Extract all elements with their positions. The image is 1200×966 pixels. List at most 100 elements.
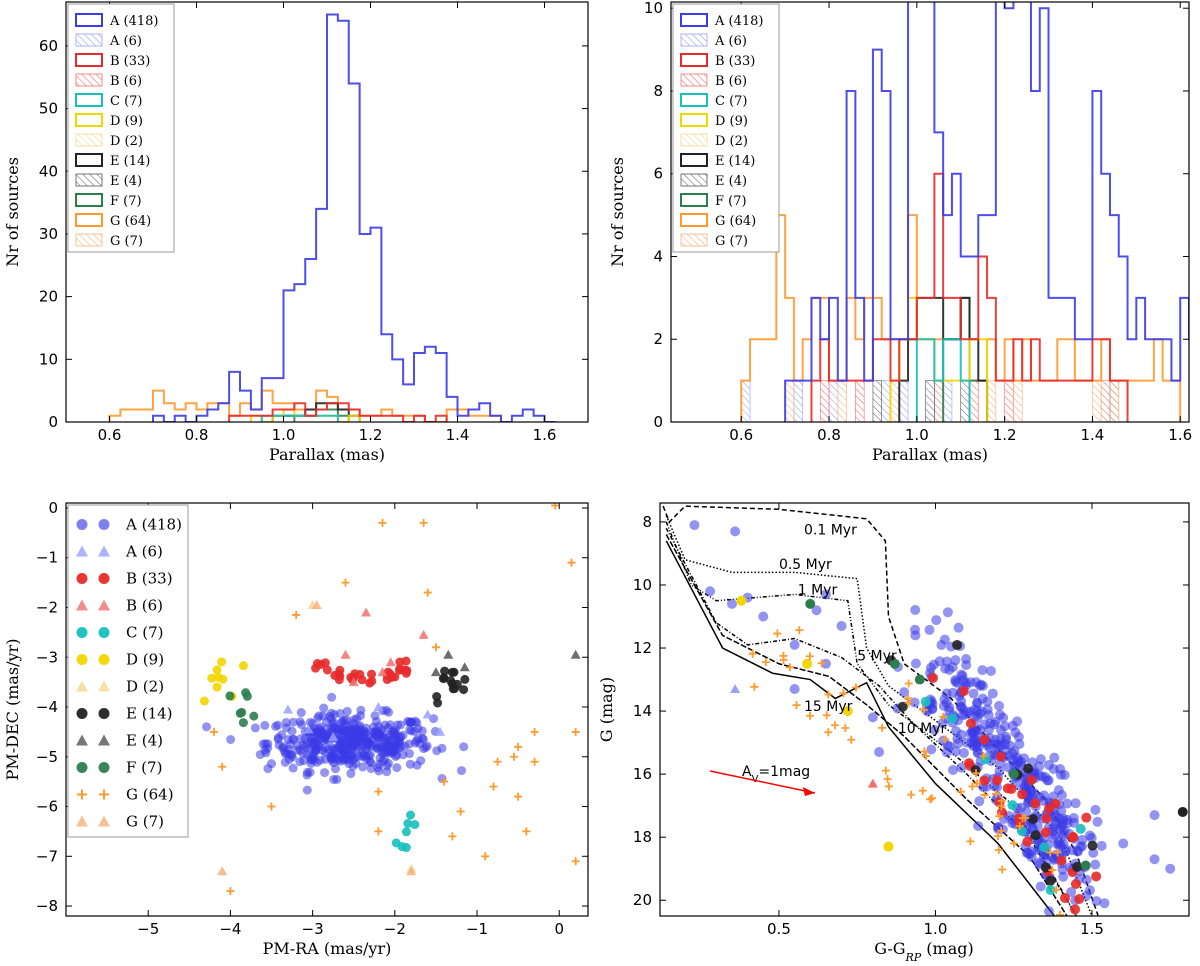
scatter-plus-G: [489, 782, 498, 791]
scatter-point-A: [358, 762, 368, 772]
cmd-point-C: [1075, 823, 1086, 834]
legend-marker-circle: [98, 627, 110, 638]
extinction-vector-label: AV=1mag: [742, 764, 810, 785]
cmd-point-A: [962, 707, 973, 718]
extinction-arrow-line: [709, 770, 816, 794]
y-tick-label: 0: [48, 413, 58, 431]
cmd-plus-G: [1015, 822, 1024, 831]
scatter-point-A: [437, 743, 447, 753]
scatter-plus-G: [571, 857, 580, 866]
scatter-point-A: [296, 720, 306, 730]
cmd-point-A: [1084, 885, 1095, 896]
scatter-plus-G: [514, 742, 523, 751]
y-axis-label: Nr of sources: [608, 157, 627, 267]
cmd-plus-G: [785, 663, 794, 672]
hatched-bar: [960, 380, 970, 422]
x-tick-label: 1.0: [924, 920, 948, 938]
scatter-point-C: [406, 810, 416, 820]
cmd-plus-G: [994, 846, 1003, 854]
scatter-point-E: [449, 667, 459, 677]
legend-swatch: [680, 13, 708, 27]
hatched-bar: [784, 380, 795, 422]
scatter-point-D: [238, 661, 248, 671]
cmd-point-A: [961, 677, 972, 688]
cmd-point-A: [1024, 849, 1035, 860]
cmd-point-A: [1014, 739, 1025, 750]
cmd-plus-G: [904, 679, 913, 688]
y-tick-label: 0: [48, 499, 58, 517]
scatter-point-A: [320, 768, 330, 778]
scatter-point-B: [357, 675, 367, 685]
cmd-plus-G: [851, 683, 860, 692]
cmd-point-B: [1050, 798, 1061, 809]
cmd-point-A: [789, 639, 800, 650]
scatter-point-D: [199, 696, 209, 706]
cmd-point-B: [979, 775, 990, 786]
legend-label: B (33): [126, 570, 173, 588]
y-tick-label: −2: [36, 598, 58, 616]
cmd-point-A: [867, 712, 878, 723]
x-axis-label: PM-RA (mas/yr): [263, 939, 392, 958]
scatter-point-A: [372, 743, 382, 753]
legend-swatch-hatched: [680, 73, 708, 87]
legend-swatch-hatched: [680, 33, 708, 47]
scatter-point-B: [401, 656, 411, 666]
cmd-point-B: [979, 734, 990, 745]
legend-swatch: [680, 53, 708, 67]
legend-swatch: [680, 193, 708, 207]
y-tick-label: −4: [36, 698, 58, 716]
scatter-triangle: [459, 662, 470, 672]
scatter-plus-G: [530, 757, 539, 766]
cmd-plus-G: [883, 775, 892, 784]
cmd-plus-G: [1056, 910, 1064, 916]
scatter-point-A: [226, 735, 236, 745]
scatter-point-A: [281, 717, 291, 727]
scatter-plus-G: [571, 727, 580, 736]
cmd-point-A: [1048, 764, 1059, 775]
cmd-plus-G: [779, 656, 788, 665]
hatched-bar: [881, 380, 891, 422]
hatched-bar: [855, 380, 865, 422]
legend-label: D (9): [126, 651, 164, 669]
legend-marker-triangle: [98, 734, 110, 746]
cmd-plus-G: [805, 652, 814, 661]
cmd-point-A: [1165, 863, 1176, 874]
x-tick-label: −5: [137, 920, 159, 938]
cmd-plus-G: [1053, 848, 1062, 857]
legend-marker-circle: [76, 573, 88, 584]
cmd-point-A: [1081, 874, 1092, 885]
scatter-point-A: [363, 731, 373, 741]
cmd-point-B: [1040, 827, 1051, 838]
scatter-plus-G: [567, 558, 576, 567]
cmd-plus-G: [1021, 814, 1030, 823]
cmd-point-A: [925, 662, 936, 673]
cmd-point-A: [940, 663, 951, 674]
scatter-point-A: [326, 754, 336, 764]
legend-swatch-hatched: [75, 173, 103, 187]
cmd-point-A: [948, 764, 959, 775]
legend-marker-circle: [76, 762, 88, 773]
legend-label: A (418): [714, 14, 763, 29]
scatter-point-A: [373, 763, 383, 773]
scatter-point-E: [432, 692, 442, 702]
cmd-point-A: [1034, 761, 1045, 772]
cmd-point-A: [820, 589, 831, 600]
x-tick-label: 0.8: [817, 426, 841, 444]
scatter-point-E: [438, 674, 448, 684]
x-tick-label: −4: [219, 920, 241, 938]
scatter-point-F: [238, 718, 248, 728]
cmd-plus-G: [973, 779, 982, 788]
cmd-point-A: [951, 726, 962, 737]
scatter-point-A: [308, 738, 318, 748]
cmd-plus-G: [795, 626, 804, 635]
scatter-point-A: [403, 716, 413, 726]
y-tick-label: 14: [633, 702, 652, 720]
cmd-plus-G: [841, 723, 850, 732]
cmd-point-E: [1177, 806, 1188, 817]
plot-area: [740, 2, 1189, 422]
y-tick-label: 8: [642, 513, 652, 531]
cmd-point-A: [1053, 785, 1064, 796]
histogram-series-B: [228, 402, 448, 422]
scatter-point-A: [263, 764, 273, 774]
x-axis-label: Parallax (mas): [872, 445, 988, 464]
